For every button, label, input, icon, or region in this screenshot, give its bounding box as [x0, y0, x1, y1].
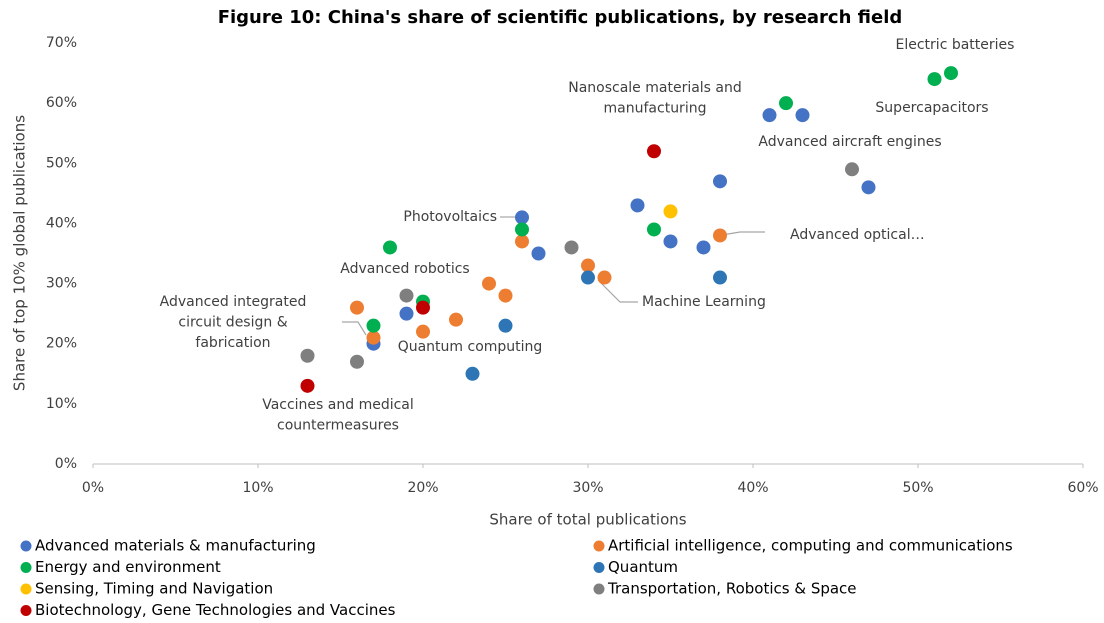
annotation: manufacturing — [604, 101, 707, 117]
point — [713, 228, 727, 243]
y-tick-label: 60% — [46, 95, 77, 111]
y-tick-label: 20% — [46, 336, 77, 352]
point — [515, 210, 529, 225]
point — [366, 330, 381, 345]
annotation: Machine Learning — [642, 294, 766, 310]
legend-marker — [20, 562, 32, 573]
legend-marker — [593, 562, 605, 573]
legend-label: Advanced materials & manufacturing — [35, 537, 316, 555]
point — [515, 222, 529, 237]
annotation: circuit design & — [178, 315, 287, 331]
point — [482, 276, 496, 291]
point — [696, 240, 711, 255]
x-tick-label: 10% — [242, 480, 273, 496]
annotation: Vaccines and medical — [262, 397, 414, 413]
chart-title: Figure 10: China's share of scientific p… — [218, 7, 903, 28]
annotation: Advanced optical… — [790, 227, 925, 243]
x-tick-label: 40% — [737, 480, 768, 496]
point — [861, 180, 876, 195]
point — [713, 174, 727, 189]
point — [350, 300, 364, 315]
point — [531, 246, 546, 261]
x-tick-label: 50% — [902, 480, 933, 496]
point — [944, 66, 958, 81]
point — [449, 312, 463, 327]
annotation: Photovoltaics — [403, 209, 497, 225]
point — [465, 366, 480, 381]
legend-label: Transportation, Robotics & Space — [607, 580, 857, 598]
leader-line — [721, 231, 765, 236]
point — [713, 270, 727, 285]
annotation: Supercapacitors — [875, 100, 988, 116]
legend-label: Sensing, Timing and Navigation — [35, 580, 273, 598]
point — [581, 270, 595, 285]
point — [597, 270, 612, 285]
legend-marker — [20, 583, 32, 595]
point — [581, 258, 595, 273]
point — [416, 324, 430, 339]
y-axis-title: Share of top 10% global publications — [11, 115, 29, 391]
point — [498, 318, 513, 333]
y-tick-label: 0% — [55, 456, 77, 472]
y-tick-label: 50% — [46, 155, 77, 171]
legend-marker — [593, 583, 605, 595]
annotation: Advanced aircraft engines — [758, 134, 941, 150]
x-tick-label: 30% — [572, 480, 603, 496]
point — [647, 144, 661, 159]
legend-marker — [593, 540, 605, 552]
point — [564, 240, 579, 255]
point — [630, 198, 645, 213]
leader-lines — [342, 216, 765, 336]
point — [399, 288, 414, 303]
point — [300, 378, 315, 393]
point — [498, 288, 513, 303]
point — [647, 222, 661, 237]
x-tick-label: 0% — [82, 480, 104, 496]
legend-marker — [20, 605, 32, 616]
y-tick-label: 70% — [46, 35, 77, 51]
y-tick-label: 10% — [46, 396, 77, 412]
point — [762, 108, 777, 123]
point — [927, 72, 942, 87]
point — [350, 354, 364, 369]
leader-line — [597, 279, 638, 303]
y-tick-label: 40% — [46, 215, 77, 231]
legend-label: Artificial intelligence, computing and c… — [608, 537, 1013, 555]
point — [795, 108, 810, 123]
point — [663, 204, 678, 219]
annotation: Quantum computing — [398, 339, 543, 355]
leader-line — [342, 321, 367, 336]
legend-label: Energy and environment — [35, 558, 221, 576]
legend-marker — [20, 540, 32, 552]
annotation: countermeasures — [277, 418, 399, 434]
point — [515, 234, 529, 249]
legend-label: Biotechnology, Gene Technologies and Vac… — [35, 601, 396, 619]
point — [366, 318, 381, 333]
x-tick-label: 60% — [1067, 480, 1098, 496]
legend-label: Quantum — [608, 558, 678, 576]
point — [779, 96, 793, 111]
y-tick-label: 30% — [46, 276, 77, 292]
annotation: Electric batteries — [896, 37, 1015, 53]
point — [300, 348, 315, 363]
annotation: Advanced integrated — [160, 294, 307, 310]
point — [845, 162, 859, 177]
annotation: Nanoscale materials and — [568, 80, 742, 96]
annotation: Advanced robotics — [340, 261, 469, 277]
x-axis-title: Share of total publications — [489, 511, 686, 529]
x-tick-label: 20% — [407, 480, 438, 496]
point — [416, 300, 430, 315]
point — [663, 234, 678, 249]
point — [399, 306, 414, 321]
annotation: fabrication — [195, 335, 270, 351]
point — [383, 240, 397, 255]
